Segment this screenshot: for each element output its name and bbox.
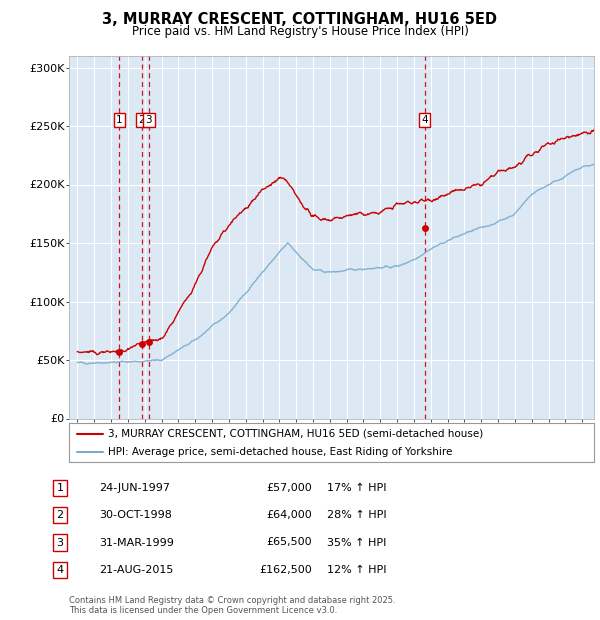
Text: £57,000: £57,000 <box>266 483 312 493</box>
Text: HPI: Average price, semi-detached house, East Riding of Yorkshire: HPI: Average price, semi-detached house,… <box>109 447 453 458</box>
Text: 1: 1 <box>116 115 122 125</box>
Text: 17% ↑ HPI: 17% ↑ HPI <box>327 483 386 493</box>
Text: £64,000: £64,000 <box>266 510 312 520</box>
Text: 24-JUN-1997: 24-JUN-1997 <box>99 483 170 493</box>
Text: 4: 4 <box>56 565 64 575</box>
Text: 4: 4 <box>421 115 428 125</box>
Text: 1: 1 <box>56 483 64 493</box>
Text: Price paid vs. HM Land Registry's House Price Index (HPI): Price paid vs. HM Land Registry's House … <box>131 25 469 38</box>
Text: 2: 2 <box>56 510 64 520</box>
Text: 21-AUG-2015: 21-AUG-2015 <box>99 565 173 575</box>
Text: 3, MURRAY CRESCENT, COTTINGHAM, HU16 5ED (semi-detached house): 3, MURRAY CRESCENT, COTTINGHAM, HU16 5ED… <box>109 429 484 439</box>
Text: 30-OCT-1998: 30-OCT-1998 <box>99 510 172 520</box>
Text: 28% ↑ HPI: 28% ↑ HPI <box>327 510 386 520</box>
Text: 3, MURRAY CRESCENT, COTTINGHAM, HU16 5ED: 3, MURRAY CRESCENT, COTTINGHAM, HU16 5ED <box>103 12 497 27</box>
Text: 35% ↑ HPI: 35% ↑ HPI <box>327 538 386 547</box>
Text: £65,500: £65,500 <box>266 538 312 547</box>
Text: 3: 3 <box>146 115 152 125</box>
Text: 3: 3 <box>56 538 64 547</box>
Text: 2: 2 <box>139 115 145 125</box>
Text: 12% ↑ HPI: 12% ↑ HPI <box>327 565 386 575</box>
Text: 31-MAR-1999: 31-MAR-1999 <box>99 538 174 547</box>
Text: Contains HM Land Registry data © Crown copyright and database right 2025.
This d: Contains HM Land Registry data © Crown c… <box>69 596 395 615</box>
Text: £162,500: £162,500 <box>259 565 312 575</box>
